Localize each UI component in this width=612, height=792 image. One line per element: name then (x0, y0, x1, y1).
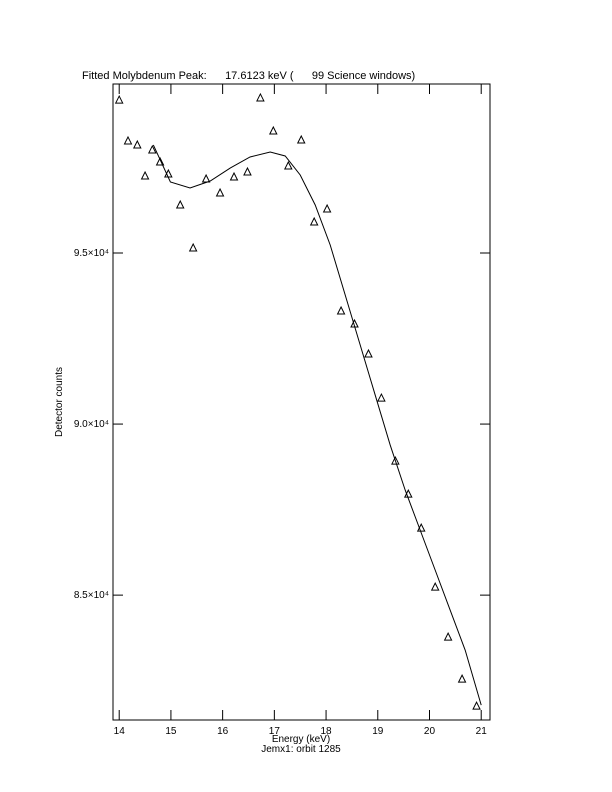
data-point (284, 160, 293, 170)
data-point (322, 203, 332, 213)
fit-line (152, 144, 482, 706)
data-point (336, 305, 346, 315)
data-point (229, 171, 239, 181)
data-point (147, 144, 157, 154)
data-point (364, 348, 373, 358)
data-point (114, 94, 124, 104)
data-point (155, 156, 165, 166)
data-point (132, 139, 142, 149)
data-point (175, 199, 185, 209)
x-tick-label: 20 (424, 726, 436, 737)
data-point (296, 134, 306, 144)
data-point (269, 125, 278, 135)
subtitle: Jemx1: orbit 1285 (261, 744, 341, 755)
x-tick-label: 14 (114, 726, 126, 737)
data-point (188, 242, 198, 252)
plot-frame (112, 83, 491, 721)
x-axis-label: Energy (keV) (272, 734, 330, 745)
data-point (443, 632, 453, 641)
data-point (215, 187, 225, 197)
data-point (256, 92, 265, 102)
data-point (430, 582, 440, 591)
data-point (309, 216, 319, 226)
y-axis-label: Detector counts (54, 367, 65, 437)
data-point (243, 166, 252, 176)
x-tick-label: 15 (165, 726, 177, 737)
data-point (472, 701, 481, 710)
x-tick-label: 21 (476, 726, 488, 737)
y-tick-label: 9.5×10⁴ (74, 248, 109, 259)
data-point (123, 135, 133, 145)
x-tick-label: 19 (372, 726, 384, 737)
data-point (457, 674, 467, 683)
x-tick-label: 17 (269, 726, 281, 737)
data-point (140, 170, 150, 180)
data-point (391, 455, 400, 465)
y-tick-label: 9.0×10⁴ (74, 419, 109, 430)
x-tick-label: 16 (217, 726, 229, 737)
data-point (377, 392, 386, 402)
x-tick-label: 18 (321, 726, 333, 737)
chart-title: Fitted Molybdenum Peak: 17.6123 keV ( 99… (82, 70, 415, 82)
y-tick-label: 8.5×10⁴ (74, 590, 109, 601)
